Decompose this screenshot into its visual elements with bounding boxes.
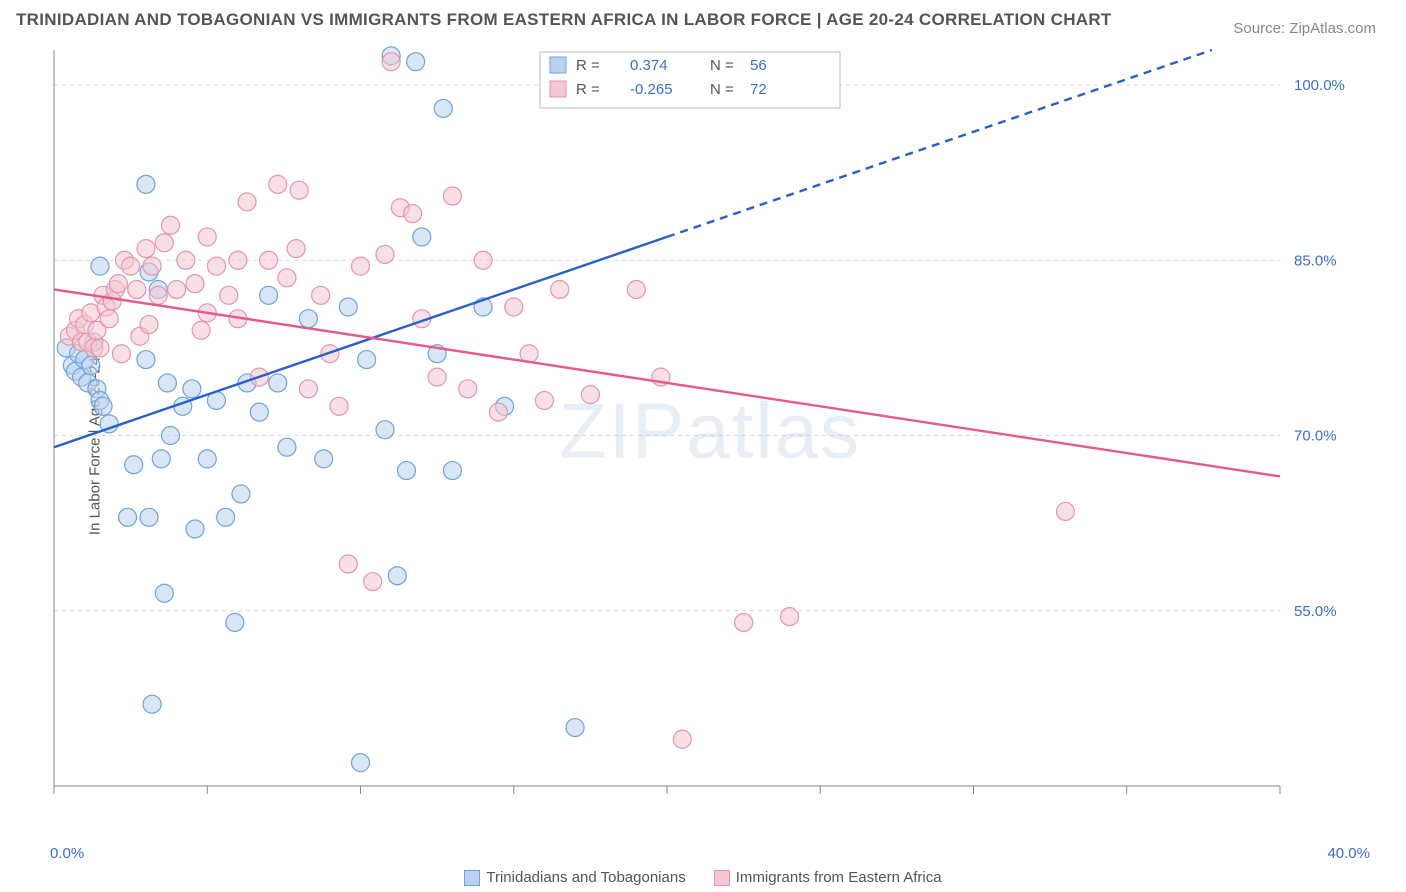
square-icon bbox=[464, 870, 480, 886]
source-value: ZipAtlas.com bbox=[1289, 20, 1376, 37]
legend-label: Trinidadians and Tobagonians bbox=[486, 869, 685, 886]
svg-text:100.0%: 100.0% bbox=[1294, 77, 1345, 94]
chart-title: TRINIDADIAN AND TOBAGONIAN VS IMMIGRANTS… bbox=[16, 10, 1112, 30]
svg-text:R =: R = bbox=[576, 57, 600, 74]
legend-label: Immigrants from Eastern Africa bbox=[736, 869, 942, 886]
svg-text:55.0%: 55.0% bbox=[1294, 603, 1337, 620]
svg-text:56: 56 bbox=[750, 57, 767, 74]
svg-text:N =: N = bbox=[710, 57, 734, 74]
scatter-chart: 55.0% 70.0% 85.0% 100.0% R = 0.374 N = 56 R = -0.… bbox=[50, 46, 1370, 816]
legend-item-series-1: Trinidadians and Tobagonians bbox=[464, 869, 685, 886]
x-tick-min: 0.0% bbox=[50, 845, 84, 862]
svg-text:85.0%: 85.0% bbox=[1294, 252, 1337, 269]
chart-area: 55.0% 70.0% 85.0% 100.0% R = 0.374 N = 56 R = -0.… bbox=[50, 46, 1370, 816]
svg-text:0.374: 0.374 bbox=[630, 57, 668, 74]
svg-text:R =: R = bbox=[576, 81, 600, 98]
svg-text:70.0%: 70.0% bbox=[1294, 428, 1337, 445]
source-label: Source: bbox=[1233, 20, 1285, 37]
legend-item-series-2: Immigrants from Eastern Africa bbox=[714, 869, 942, 886]
legend-bottom: Trinidadians and Tobagonians Immigrants … bbox=[0, 869, 1406, 886]
svg-text:72: 72 bbox=[750, 81, 767, 98]
square-icon bbox=[714, 870, 730, 886]
source-attribution: Source: ZipAtlas.com bbox=[1233, 20, 1376, 37]
x-tick-max: 40.0% bbox=[1327, 845, 1370, 862]
svg-text:-0.265: -0.265 bbox=[630, 81, 673, 98]
svg-text:N =: N = bbox=[710, 81, 734, 98]
